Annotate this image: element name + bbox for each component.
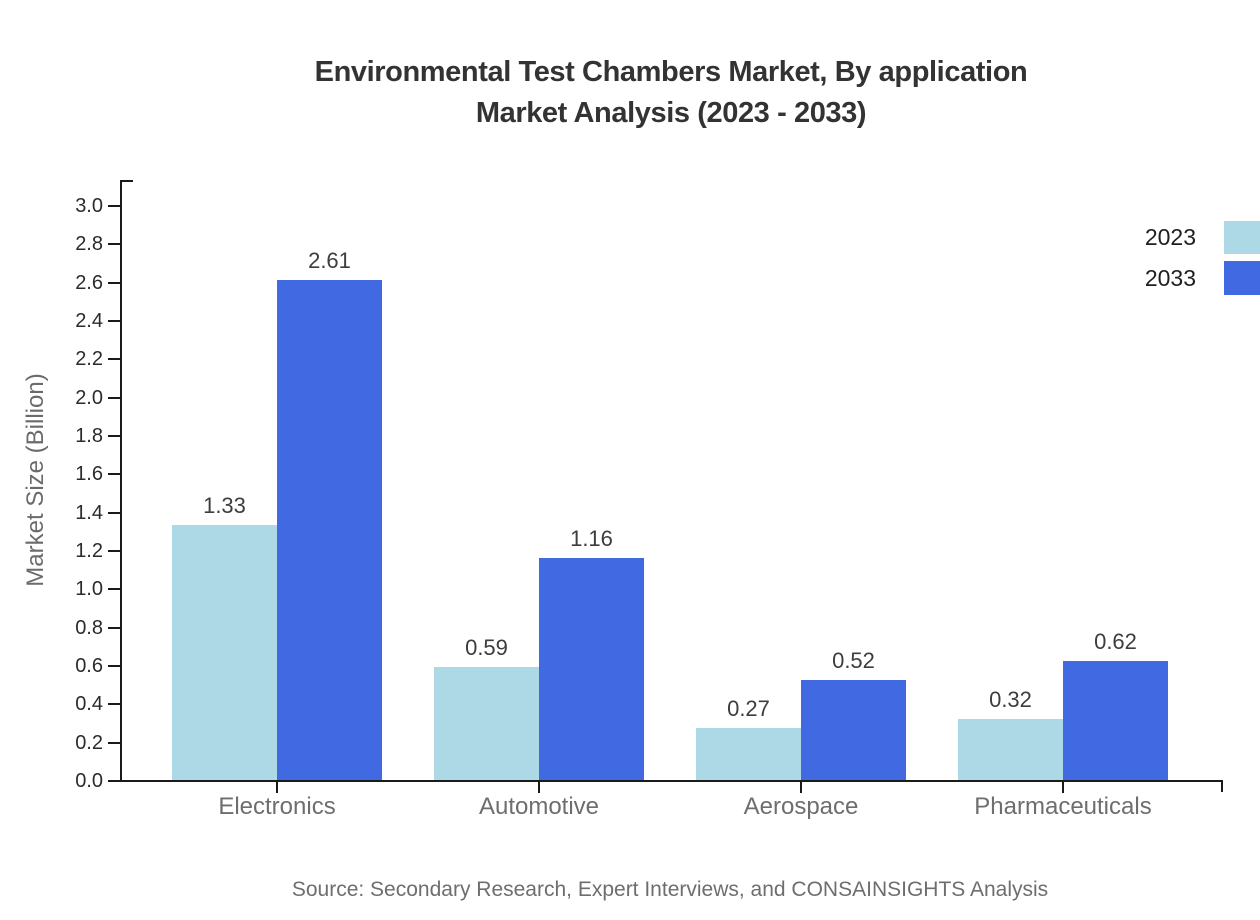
y-tick-label: 1.0: [75, 578, 103, 601]
y-tick-label: 0.8: [75, 616, 103, 639]
y-tick-label: 2.0: [75, 386, 103, 409]
source-note: Source: Secondary Research, Expert Inter…: [291, 878, 1049, 901]
legend-swatch-2033: [1224, 261, 1260, 295]
bar-value-label-2033-electronics: 2.61: [308, 248, 351, 273]
y-tick: [108, 703, 121, 706]
x-label-pharmaceuticals: Pharmaceuticals: [974, 793, 1152, 820]
y-tick-label: 0.2: [75, 731, 103, 754]
x-tick: [276, 782, 278, 793]
bar-value-label-2023-automotive: 0.59: [465, 635, 508, 660]
y-tick-label: 0.6: [75, 654, 103, 677]
y-tick-label: 0.0: [75, 770, 103, 792]
y-tick-label: 3.0: [75, 194, 103, 217]
y-tick: [108, 358, 121, 361]
x-tick: [1062, 782, 1064, 793]
y-tick-label: 1.6: [75, 463, 103, 486]
bar-2033-aerospace: [801, 680, 906, 780]
y-tick: [108, 319, 121, 322]
y-tick: [108, 664, 121, 667]
legend-label-2023: 2023: [1144, 224, 1196, 250]
y-tick: [108, 281, 121, 284]
y-tick: [108, 204, 121, 207]
x-label-automotive: Automotive: [478, 793, 600, 820]
legend-swatch-2023: [1224, 221, 1260, 254]
y-tick: [108, 434, 121, 437]
x-axis-line: [120, 780, 1223, 782]
y-tick: [108, 396, 121, 399]
y-tick: [108, 588, 121, 591]
y-tick: [108, 780, 121, 782]
y-tick-label: 0.4: [75, 693, 103, 716]
y-tick-label: 2.2: [75, 348, 103, 371]
bar-2023-pharmaceuticals: [958, 719, 1063, 780]
y-axis-line: [120, 180, 122, 782]
bar-value-label-2023-aerospace: 0.27: [727, 696, 770, 721]
y-tick-label: 2.6: [75, 271, 103, 294]
y-tick: [108, 626, 121, 629]
bar-2023-automotive: [434, 667, 539, 780]
bar-value-label-2033-pharmaceuticals: 0.62: [1094, 629, 1137, 654]
bar-2033-automotive: [539, 558, 644, 780]
bar-value-label-2023-pharmaceuticals: 0.32: [989, 687, 1032, 712]
y-tick: [108, 741, 121, 744]
chart-title: Environmental Test Chambers Market, By a…: [315, 52, 1028, 134]
y-axis-top-cap: [120, 180, 133, 182]
y-tick-label: 2.8: [75, 233, 103, 256]
bar-2033-pharmaceuticals: [1063, 661, 1168, 780]
y-tick-label: 1.2: [75, 539, 103, 562]
chart-title-line1: Environmental Test Chambers Market, By a…: [314, 56, 1028, 88]
legend-label-2033: 2033: [1144, 265, 1196, 291]
bar-value-label-2033-aerospace: 0.52: [832, 648, 875, 673]
x-axis-end-cap: [1221, 780, 1223, 792]
x-label-aerospace: Aerospace: [743, 793, 859, 820]
y-tick: [108, 473, 121, 476]
x-label-electronics: Electronics: [218, 793, 336, 820]
y-tick: [108, 243, 121, 246]
bar-2023-electronics: [172, 525, 277, 780]
y-tick: [108, 549, 121, 552]
y-tick: [108, 511, 121, 514]
bar-value-label-2033-automotive: 1.16: [570, 526, 613, 551]
x-tick: [538, 782, 540, 793]
chart-title-line2: Market Analysis (2023 - 2033): [475, 97, 867, 129]
y-tick-label: 2.4: [75, 309, 103, 332]
y-tick-label: 1.8: [75, 424, 103, 447]
bar-2023-aerospace: [696, 728, 801, 780]
y-tick-label: 1.4: [75, 501, 103, 524]
x-tick: [800, 782, 802, 793]
bar-value-label-2023-electronics: 1.33: [203, 493, 246, 518]
bar-2033-electronics: [277, 280, 382, 780]
